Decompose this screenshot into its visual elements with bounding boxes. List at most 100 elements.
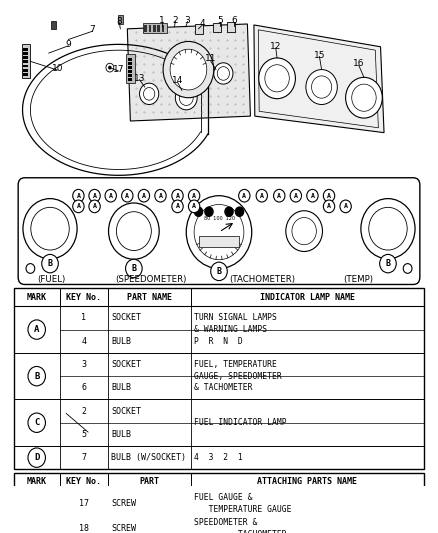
Text: 9: 9 xyxy=(66,40,71,49)
Circle shape xyxy=(26,264,35,273)
Bar xyxy=(128,59,132,61)
Circle shape xyxy=(23,199,77,259)
Bar xyxy=(14,288,424,469)
Circle shape xyxy=(306,70,337,104)
Text: PART NAME: PART NAME xyxy=(127,293,172,302)
Text: 2: 2 xyxy=(81,407,86,416)
Circle shape xyxy=(163,42,214,98)
Circle shape xyxy=(172,189,183,202)
Text: 3: 3 xyxy=(185,15,191,25)
Circle shape xyxy=(323,189,335,202)
Bar xyxy=(157,25,160,32)
Text: SCREW: SCREW xyxy=(111,524,136,533)
Text: 80  100  120: 80 100 120 xyxy=(204,216,234,221)
FancyBboxPatch shape xyxy=(195,24,203,34)
FancyBboxPatch shape xyxy=(51,21,56,29)
Text: A: A xyxy=(344,204,348,209)
Text: A: A xyxy=(327,204,331,209)
Circle shape xyxy=(28,448,46,467)
Text: SOCKET: SOCKET xyxy=(111,313,141,322)
Text: A: A xyxy=(142,193,146,199)
Text: 17: 17 xyxy=(79,499,88,508)
Circle shape xyxy=(155,189,166,202)
Text: PART: PART xyxy=(139,478,159,487)
Text: 2: 2 xyxy=(173,15,178,25)
Text: D: D xyxy=(34,453,39,462)
Circle shape xyxy=(144,87,155,100)
Circle shape xyxy=(188,189,200,202)
Bar xyxy=(23,48,28,51)
Text: KEY No.: KEY No. xyxy=(66,293,101,302)
Bar xyxy=(128,78,132,81)
Text: (SPEEDOMETER): (SPEEDOMETER) xyxy=(116,275,187,284)
Text: FUEL, TEMPERATURE
GAUGE, SPEEDOMETER
& TACHOMETER: FUEL, TEMPERATURE GAUGE, SPEEDOMETER & T… xyxy=(194,360,282,392)
Text: 5: 5 xyxy=(81,430,86,439)
Circle shape xyxy=(292,217,316,245)
Circle shape xyxy=(186,196,252,269)
FancyBboxPatch shape xyxy=(213,22,221,32)
Circle shape xyxy=(109,203,159,259)
FancyBboxPatch shape xyxy=(126,54,135,83)
Circle shape xyxy=(188,200,200,213)
Circle shape xyxy=(361,199,415,259)
FancyBboxPatch shape xyxy=(199,236,239,247)
Text: 4: 4 xyxy=(200,19,205,28)
Text: 12: 12 xyxy=(270,42,282,51)
Text: BULB: BULB xyxy=(111,337,131,346)
Text: (FUEL): (FUEL) xyxy=(37,275,65,284)
Text: A: A xyxy=(159,193,162,199)
Text: 4  3  2  1: 4 3 2 1 xyxy=(194,453,243,462)
Circle shape xyxy=(122,189,133,202)
Circle shape xyxy=(403,264,412,273)
Circle shape xyxy=(28,519,46,533)
Circle shape xyxy=(239,189,250,202)
Text: 8: 8 xyxy=(117,17,122,26)
Circle shape xyxy=(211,262,227,280)
Text: B: B xyxy=(385,259,390,268)
Text: A: A xyxy=(260,193,264,199)
Text: 13: 13 xyxy=(134,74,145,83)
Circle shape xyxy=(31,207,69,250)
Text: 5: 5 xyxy=(217,15,223,25)
Circle shape xyxy=(352,84,376,111)
Text: A: A xyxy=(311,193,314,199)
Text: 14: 14 xyxy=(172,76,183,85)
Circle shape xyxy=(73,189,84,202)
Text: A: A xyxy=(76,193,81,199)
Text: B: B xyxy=(34,372,39,381)
Text: 6: 6 xyxy=(231,15,237,25)
Bar xyxy=(23,60,28,63)
Bar xyxy=(23,56,28,59)
Text: C: C xyxy=(34,418,39,427)
FancyBboxPatch shape xyxy=(143,22,166,33)
Text: 7: 7 xyxy=(81,453,86,462)
Circle shape xyxy=(117,212,151,251)
Text: A: A xyxy=(176,204,180,209)
FancyBboxPatch shape xyxy=(118,15,123,24)
Circle shape xyxy=(311,76,332,98)
Circle shape xyxy=(214,63,233,84)
Text: 7: 7 xyxy=(89,25,95,34)
Polygon shape xyxy=(127,24,251,121)
Text: 3: 3 xyxy=(81,360,86,369)
Circle shape xyxy=(323,200,335,213)
Text: B: B xyxy=(131,264,136,273)
Text: 4: 4 xyxy=(81,337,86,346)
Circle shape xyxy=(175,86,197,110)
Bar xyxy=(162,25,164,32)
Text: 11: 11 xyxy=(205,54,216,63)
FancyBboxPatch shape xyxy=(227,22,235,32)
Text: A: A xyxy=(76,204,81,209)
Text: A: A xyxy=(92,204,96,209)
Circle shape xyxy=(194,205,244,260)
Text: FUEL GAUGE &
   TEMPERATURE GAUGE: FUEL GAUGE & TEMPERATURE GAUGE xyxy=(194,493,292,514)
Circle shape xyxy=(259,58,295,99)
Bar xyxy=(14,473,424,533)
Text: 18: 18 xyxy=(79,524,88,533)
Circle shape xyxy=(307,189,318,202)
Bar xyxy=(153,25,155,32)
Text: TURN SIGNAL LAMPS
& WARNING LAMPS
P  R  N  D: TURN SIGNAL LAMPS & WARNING LAMPS P R N … xyxy=(194,313,277,346)
Text: A: A xyxy=(192,204,196,209)
Circle shape xyxy=(172,200,183,213)
Bar xyxy=(23,69,28,71)
